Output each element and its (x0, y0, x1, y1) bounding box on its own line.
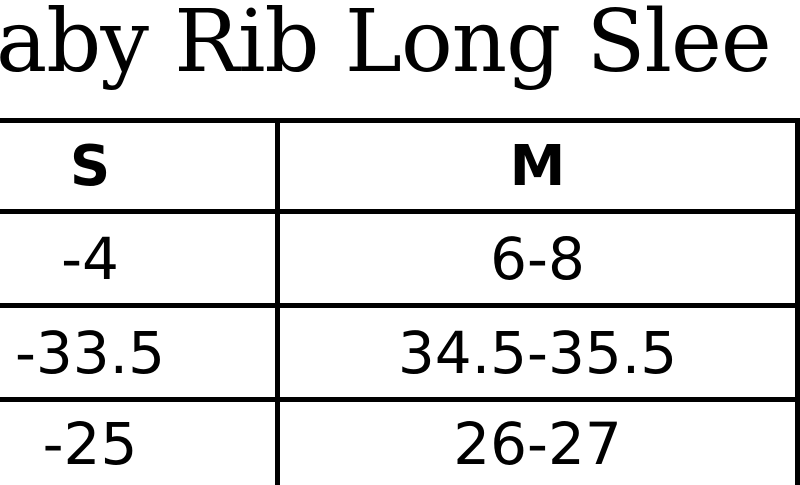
table-divider-header (0, 209, 800, 214)
table-divider-row-2 (0, 397, 800, 402)
table-cell: 34.5-35.5 (397, 318, 678, 387)
header-cell-s: S (69, 133, 111, 199)
table-cell: 6-8 (490, 224, 585, 293)
table-divider-col-2 (795, 118, 800, 485)
table-divider-row-1 (0, 303, 800, 308)
table-cell: -33.5 (14, 318, 166, 387)
table-cell: 26-27 (453, 409, 622, 478)
header-cell-m: M (509, 133, 566, 199)
size-table: S M -4 6-8 -33.5 34.5-35.5 -25 26-27 (0, 118, 800, 485)
table-cell: -25 (42, 409, 138, 478)
table-divider-col-1 (275, 118, 280, 485)
title-text: aby Rib Long Slee (0, 0, 772, 92)
chart-title: aby Rib Long Slee (0, 0, 800, 118)
table-cell: -4 (61, 224, 119, 293)
table-border-top (0, 118, 800, 123)
